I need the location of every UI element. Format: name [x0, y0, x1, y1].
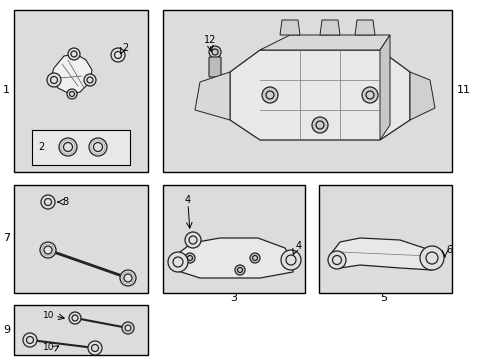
Circle shape [84, 74, 96, 86]
Circle shape [68, 48, 80, 60]
Text: 10: 10 [42, 311, 54, 320]
Polygon shape [280, 20, 299, 35]
Polygon shape [260, 35, 389, 50]
Text: 2: 2 [122, 43, 128, 53]
Bar [14, 10, 148, 172]
Circle shape [47, 73, 61, 87]
Polygon shape [409, 72, 434, 120]
Text: 6: 6 [445, 245, 451, 255]
Circle shape [184, 253, 195, 263]
Text: 4: 4 [184, 195, 191, 205]
Circle shape [361, 87, 377, 103]
Text: 3: 3 [230, 293, 237, 303]
Circle shape [327, 251, 346, 269]
Text: 2: 2 [38, 142, 44, 152]
Circle shape [67, 89, 77, 99]
Polygon shape [229, 50, 409, 140]
Circle shape [122, 322, 134, 334]
Bar [318, 185, 451, 293]
Polygon shape [379, 35, 389, 140]
Circle shape [311, 117, 327, 133]
Polygon shape [354, 20, 374, 35]
Text: 7: 7 [3, 233, 10, 243]
Circle shape [88, 341, 102, 355]
Bar [14, 305, 148, 355]
Text: 4: 4 [295, 241, 302, 251]
Text: 5: 5 [380, 293, 386, 303]
Bar [32, 130, 130, 165]
Circle shape [262, 87, 278, 103]
Bar [163, 10, 451, 172]
Text: 11: 11 [456, 85, 470, 95]
Circle shape [111, 48, 125, 62]
Circle shape [41, 195, 55, 209]
Circle shape [281, 250, 301, 270]
Circle shape [419, 246, 443, 270]
Circle shape [249, 253, 260, 263]
Polygon shape [195, 72, 229, 120]
Circle shape [235, 265, 244, 275]
Circle shape [40, 242, 56, 258]
Polygon shape [50, 54, 92, 94]
Text: 10: 10 [42, 343, 54, 352]
Circle shape [168, 252, 187, 272]
Text: 12: 12 [203, 35, 216, 45]
Text: 9: 9 [3, 325, 10, 335]
Polygon shape [329, 238, 437, 270]
Bar [14, 185, 148, 293]
Text: 1: 1 [3, 85, 10, 95]
Circle shape [69, 312, 81, 324]
Polygon shape [319, 20, 339, 35]
Circle shape [23, 333, 37, 347]
Polygon shape [175, 238, 292, 278]
Text: 8: 8 [62, 197, 68, 207]
Circle shape [59, 138, 77, 156]
Circle shape [89, 138, 107, 156]
Circle shape [208, 46, 221, 58]
FancyBboxPatch shape [208, 57, 221, 77]
Bar [163, 185, 305, 293]
Circle shape [120, 270, 136, 286]
Circle shape [184, 232, 201, 248]
